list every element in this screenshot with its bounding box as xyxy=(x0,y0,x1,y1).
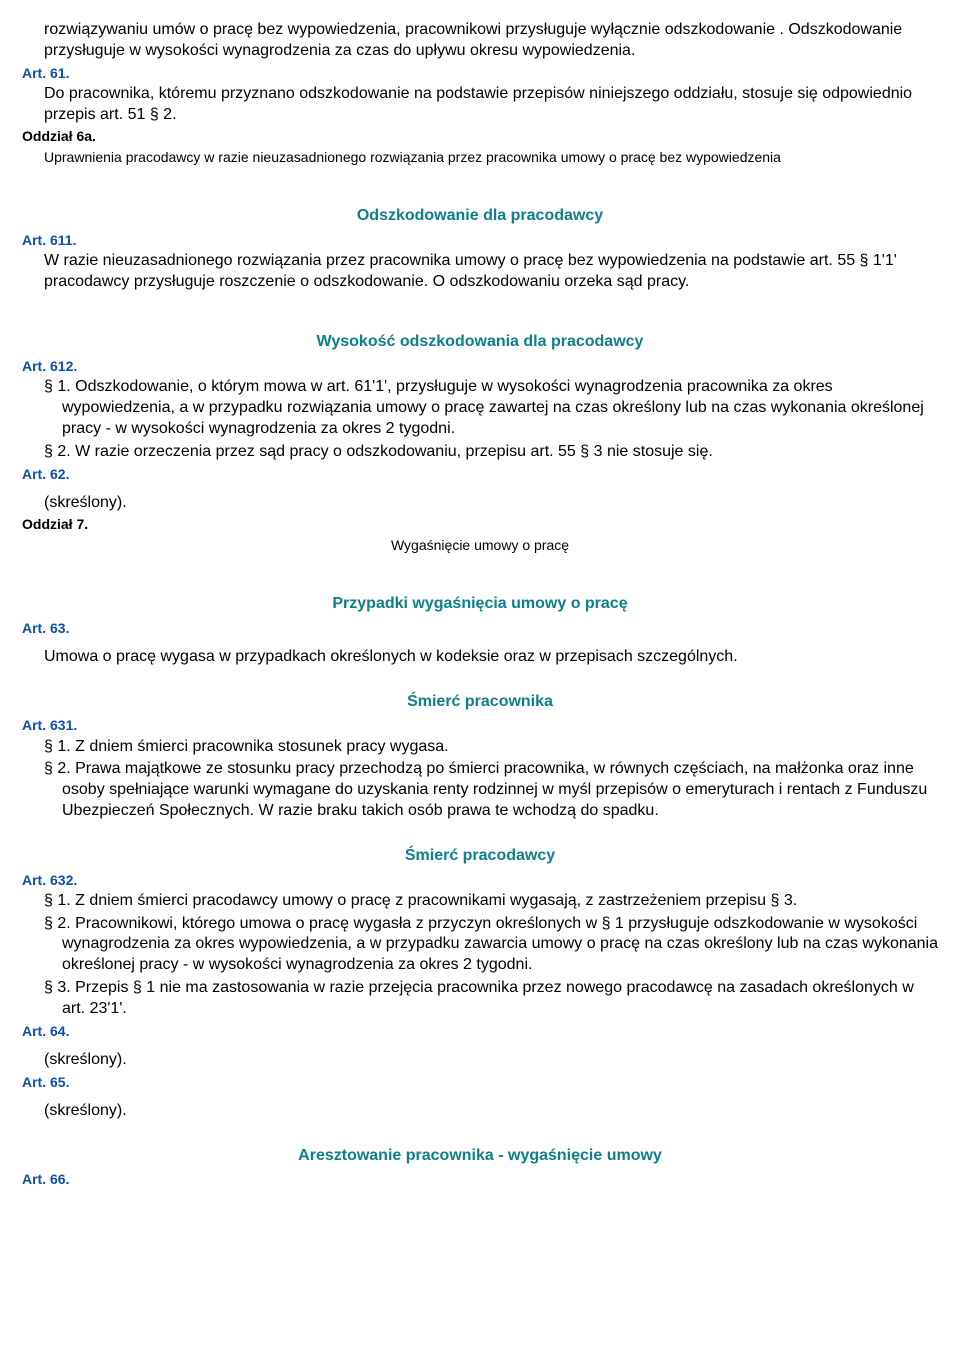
art-62-label: Art. 62. xyxy=(22,465,938,483)
oddzial-6a-label: Oddział 6a. xyxy=(22,127,938,145)
art-631-heading: Śmierć pracownika xyxy=(22,692,938,713)
art-632-s3: § 3. Przepis § 1 nie ma zastosowania w r… xyxy=(44,978,938,1020)
art-61-text: Do pracownika, któremu przyznano odszkod… xyxy=(44,84,938,126)
art-64-text: (skreślony). xyxy=(44,1050,938,1071)
art-612-s2: § 2. W razie orzeczenia przez sąd pracy … xyxy=(44,442,938,463)
oddzial-7-label: Oddział 7. xyxy=(22,515,938,533)
art-631-s1: § 1. Z dniem śmierci pracownika stosunek… xyxy=(44,737,938,758)
art-63-label: Art. 63. xyxy=(22,619,938,637)
art-611-label: Art. 611. xyxy=(22,231,938,249)
art-631-s2: § 2. Prawa majątkowe ze stosunku pracy p… xyxy=(44,759,938,821)
intro-paragraph: rozwiązywaniu umów o pracę bez wypowiedz… xyxy=(44,20,938,62)
art-612-heading: Wysokość odszkodowania dla pracodawcy xyxy=(22,332,938,353)
art-65-label: Art. 65. xyxy=(22,1073,938,1091)
art-611-text: W razie nieuzasadnionego rozwiązania prz… xyxy=(44,251,938,293)
art-632-heading: Śmierć pracodawcy xyxy=(22,846,938,867)
art-632-label: Art. 632. xyxy=(22,871,938,889)
art-612-label: Art. 612. xyxy=(22,357,938,375)
art-632-s1: § 1. Z dniem śmierci pracodawcy umowy o … xyxy=(44,891,938,912)
oddzial-7-desc: Wygaśnięcie umowy o pracę xyxy=(22,536,938,554)
art-63-heading: Przypadki wygaśnięcia umowy o pracę xyxy=(22,594,938,615)
art-63-text: Umowa o pracę wygasa w przypadkach okreś… xyxy=(44,647,938,668)
art-62-text: (skreślony). xyxy=(44,493,938,514)
art-66-label: Art. 66. xyxy=(22,1170,938,1188)
art-611-heading: Odszkodowanie dla pracodawcy xyxy=(22,206,938,227)
art-631-label: Art. 631. xyxy=(22,716,938,734)
art-66-heading: Aresztowanie pracownika - wygaśnięcie um… xyxy=(22,1146,938,1167)
art-61-label: Art. 61. xyxy=(22,64,938,82)
art-612-s1: § 1. Odszkodowanie, o którym mowa w art.… xyxy=(44,377,938,439)
art-65-text: (skreślony). xyxy=(44,1101,938,1122)
art-64-label: Art. 64. xyxy=(22,1022,938,1040)
art-632-s2: § 2. Pracownikowi, którego umowa o pracę… xyxy=(44,914,938,976)
oddzial-6a-desc: Uprawnienia pracodawcy w razie nieuzasad… xyxy=(44,148,938,166)
